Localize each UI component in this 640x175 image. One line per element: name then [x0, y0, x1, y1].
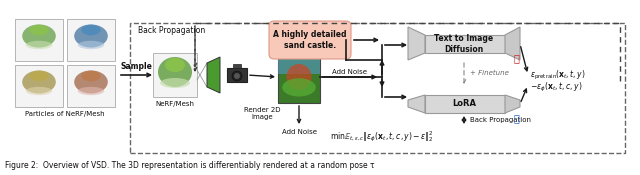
Ellipse shape: [26, 41, 52, 49]
Bar: [278, 51, 320, 74]
Polygon shape: [207, 57, 220, 93]
Polygon shape: [425, 35, 505, 53]
Polygon shape: [505, 95, 520, 113]
Text: NeRF/Mesh: NeRF/Mesh: [156, 101, 195, 107]
Text: A highly detailed
sand castle.: A highly detailed sand castle.: [273, 30, 347, 50]
Ellipse shape: [165, 58, 185, 72]
Ellipse shape: [287, 64, 312, 90]
Text: Particles of NeRF/Mesh: Particles of NeRF/Mesh: [25, 111, 105, 117]
Bar: [15, 19, 63, 61]
Bar: [67, 65, 115, 107]
Ellipse shape: [81, 71, 100, 81]
Text: $\varepsilon_{\rm pretrain}(\mathbf{x}_t, t, y)$: $\varepsilon_{\rm pretrain}(\mathbf{x}_t…: [530, 68, 586, 82]
Ellipse shape: [74, 25, 108, 48]
Text: LoRA: LoRA: [452, 100, 476, 108]
Bar: [67, 19, 115, 61]
Ellipse shape: [81, 25, 100, 35]
Polygon shape: [408, 95, 425, 113]
Text: Render 2D
Image: Render 2D Image: [244, 107, 280, 120]
Bar: [153, 53, 197, 97]
Bar: [233, 64, 241, 68]
Text: $\min \mathbb{E}_{t,\varepsilon,c}\|\varepsilon_\phi(\mathbf{x}_t, t, c, y) - \v: $\min \mathbb{E}_{t,\varepsilon,c}\|\var…: [330, 130, 434, 144]
Ellipse shape: [78, 41, 104, 49]
Bar: [278, 51, 320, 103]
Ellipse shape: [26, 87, 52, 95]
Bar: [15, 65, 63, 107]
Bar: [130, 23, 625, 153]
Ellipse shape: [78, 87, 104, 95]
Ellipse shape: [282, 78, 316, 96]
Ellipse shape: [22, 71, 56, 94]
Text: Text to Image
Diffusion: Text to Image Diffusion: [435, 34, 493, 54]
Text: + Finetune: + Finetune: [470, 70, 509, 76]
Text: Back Propagation: Back Propagation: [138, 26, 205, 35]
Circle shape: [234, 73, 240, 79]
Ellipse shape: [160, 78, 190, 88]
Text: Figure 2:  Overview of VSD. The 3D representation is differentiably rendered at : Figure 2: Overview of VSD. The 3D repres…: [5, 160, 374, 170]
Ellipse shape: [29, 25, 49, 35]
Polygon shape: [408, 27, 425, 60]
FancyBboxPatch shape: [269, 21, 351, 59]
Bar: [227, 68, 247, 82]
Text: Add Noise: Add Noise: [333, 69, 367, 75]
Polygon shape: [425, 95, 505, 113]
Polygon shape: [505, 27, 520, 60]
Ellipse shape: [22, 25, 56, 48]
Text: Back Propagation: Back Propagation: [470, 117, 531, 123]
Circle shape: [232, 71, 242, 81]
Ellipse shape: [29, 71, 49, 81]
Text: Sample: Sample: [120, 62, 152, 71]
Text: 🔓: 🔓: [513, 113, 519, 123]
Ellipse shape: [74, 71, 108, 94]
Ellipse shape: [158, 57, 192, 87]
Text: Add Noise: Add Noise: [282, 129, 317, 135]
Text: 🔒: 🔒: [513, 53, 519, 63]
Text: $- \varepsilon_\phi(\mathbf{x}_t, t, c, y)$: $- \varepsilon_\phi(\mathbf{x}_t, t, c, …: [530, 80, 582, 94]
